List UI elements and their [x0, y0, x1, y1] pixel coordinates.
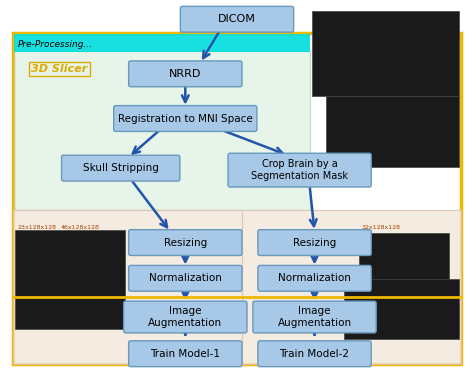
Text: 3D Slicer: 3D Slicer	[31, 64, 88, 74]
Text: Resizing: Resizing	[293, 238, 336, 248]
Text: Pre-Processing...: Pre-Processing...	[17, 40, 92, 48]
Text: 46x128x128: 46x128x128	[61, 225, 100, 230]
FancyBboxPatch shape	[359, 233, 449, 292]
Text: Resizing: Resizing	[164, 238, 207, 248]
FancyBboxPatch shape	[128, 230, 242, 256]
Text: 32x128x128: 32x128x128	[361, 225, 400, 230]
Text: Image
Augmentation: Image Augmentation	[277, 306, 352, 328]
FancyBboxPatch shape	[62, 155, 180, 181]
FancyBboxPatch shape	[128, 341, 242, 367]
Text: Normalization: Normalization	[149, 273, 222, 283]
Text: Skull Stripping: Skull Stripping	[83, 163, 159, 173]
Text: Crop Brain by a
Segmentation Mask: Crop Brain by a Segmentation Mask	[251, 159, 348, 181]
Text: Normalization: Normalization	[278, 273, 351, 283]
Text: Image
Augmentation: Image Augmentation	[148, 306, 222, 328]
FancyBboxPatch shape	[345, 279, 459, 339]
FancyBboxPatch shape	[124, 301, 247, 333]
Text: NRRD: NRRD	[169, 69, 201, 79]
FancyBboxPatch shape	[311, 11, 459, 96]
FancyBboxPatch shape	[327, 96, 459, 167]
FancyBboxPatch shape	[114, 106, 257, 131]
FancyBboxPatch shape	[258, 266, 371, 291]
FancyBboxPatch shape	[14, 51, 310, 210]
FancyBboxPatch shape	[13, 210, 242, 364]
FancyBboxPatch shape	[258, 341, 371, 367]
FancyBboxPatch shape	[15, 230, 125, 329]
FancyBboxPatch shape	[180, 6, 294, 32]
FancyBboxPatch shape	[253, 301, 376, 333]
Text: Train Model-1: Train Model-1	[150, 349, 220, 359]
Text: Registration to MNI Space: Registration to MNI Space	[118, 113, 253, 123]
Text: DICOM: DICOM	[218, 14, 256, 24]
FancyBboxPatch shape	[128, 61, 242, 87]
FancyBboxPatch shape	[242, 210, 461, 364]
FancyBboxPatch shape	[258, 230, 371, 256]
FancyBboxPatch shape	[128, 266, 242, 291]
Text: 23x128x128: 23x128x128	[17, 225, 56, 230]
FancyBboxPatch shape	[228, 153, 371, 187]
FancyBboxPatch shape	[14, 34, 310, 52]
FancyBboxPatch shape	[13, 210, 461, 364]
Text: Train Model-2: Train Model-2	[280, 349, 349, 359]
